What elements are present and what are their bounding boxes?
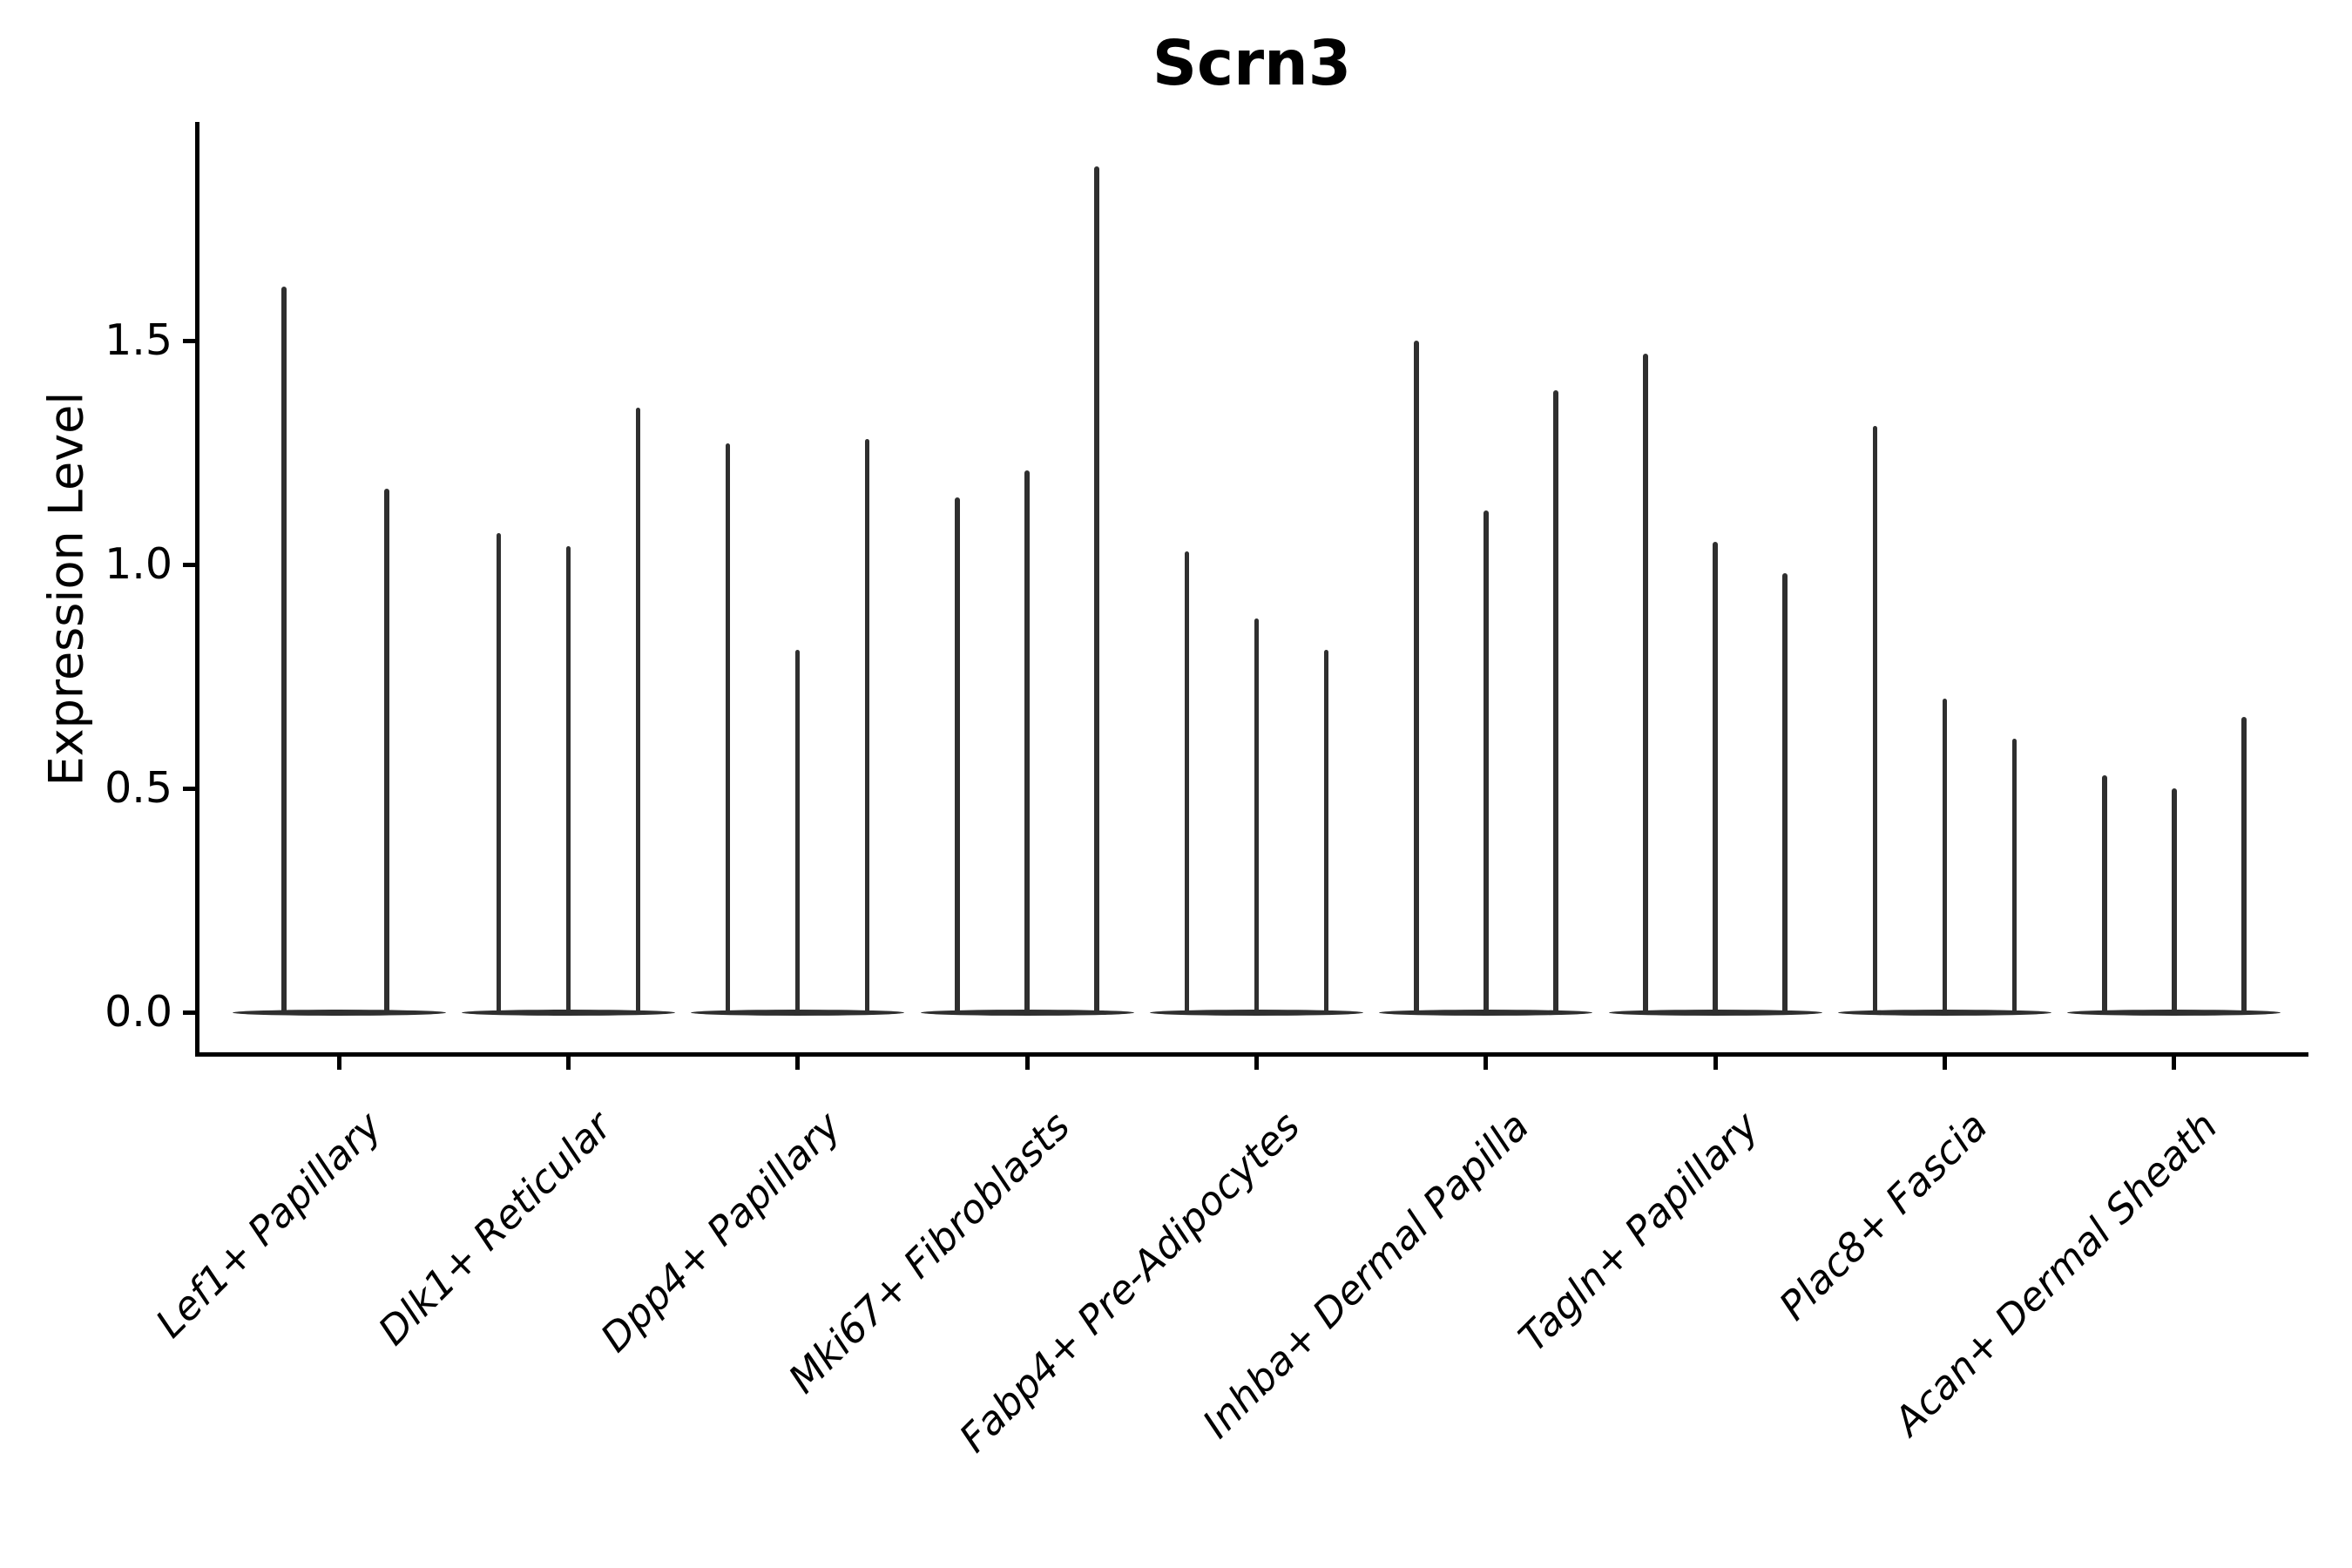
violin-spike <box>1782 573 1788 1012</box>
chart-title: Scrn3 <box>1152 27 1352 99</box>
violin-spike <box>281 287 287 1012</box>
violin-spike <box>864 439 870 1012</box>
x-tick-label: Dlk1+ Reticular <box>368 1103 620 1355</box>
violin-spike <box>1942 699 1948 1012</box>
violin-base <box>232 1009 446 1016</box>
violin-base <box>920 1009 1134 1016</box>
x-tick-label: Tagln+ Papillary <box>1509 1103 1767 1361</box>
x-axis-spine <box>195 1052 2308 1057</box>
x-tick-label: Lef1+ Papillary <box>146 1103 391 1347</box>
violin-spike <box>2011 739 2017 1012</box>
violin-spike <box>1643 354 1648 1012</box>
x-tick-mark <box>565 1054 571 1070</box>
y-tick-label: 1.5 <box>105 315 172 365</box>
y-tick-mark <box>183 562 196 567</box>
violin-spike <box>794 649 801 1012</box>
violin-base <box>1837 1009 2051 1016</box>
violin-spike <box>1414 341 1419 1012</box>
y-axis-spine <box>195 122 199 1057</box>
violin-base <box>1379 1009 1593 1016</box>
violin-spike <box>725 443 731 1012</box>
violin-spike <box>955 497 960 1012</box>
violin-base <box>1149 1009 1363 1016</box>
x-tick-mark <box>1484 1054 1489 1070</box>
violin-spike <box>2241 716 2247 1012</box>
x-tick-label: Dpp4+ Papillary <box>591 1103 850 1362</box>
violin-base <box>2067 1009 2281 1016</box>
x-tick-mark <box>1024 1054 1030 1070</box>
violin-spike <box>565 546 571 1012</box>
violin-spike <box>1872 425 1878 1012</box>
y-tick-label: 0.0 <box>105 987 172 1037</box>
y-axis-label: Expression Level <box>38 391 94 787</box>
y-tick-label: 1.0 <box>105 539 172 589</box>
x-tick-mark <box>795 1054 801 1070</box>
y-tick-label: 0.5 <box>105 763 172 813</box>
violin-spike <box>384 488 389 1012</box>
y-tick-mark <box>183 786 196 791</box>
violin-spike <box>1484 510 1489 1012</box>
violin-spike <box>496 533 502 1012</box>
x-tick-mark <box>2172 1054 2177 1070</box>
x-tick-label: Plac8+ Fascia <box>1770 1103 1997 1329</box>
violin-spike <box>1094 166 1099 1012</box>
violin-spike <box>1713 542 1718 1012</box>
x-tick-mark <box>336 1054 341 1070</box>
violin-spike <box>1184 551 1190 1012</box>
y-tick-mark <box>183 1010 196 1015</box>
violin-spike <box>2172 788 2177 1012</box>
violin-base <box>691 1009 905 1016</box>
violin-spike <box>2102 774 2107 1012</box>
violin-base <box>461 1009 675 1016</box>
violin-spike <box>1024 470 1030 1012</box>
x-tick-mark <box>1254 1054 1259 1070</box>
violin-spike <box>635 408 641 1012</box>
y-tick-mark <box>183 338 196 343</box>
violin-spike <box>1323 649 1329 1012</box>
violin-base <box>1608 1009 1822 1016</box>
x-tick-mark <box>1713 1054 1718 1070</box>
violin-spike <box>1553 389 1558 1012</box>
x-tick-mark <box>1942 1054 1947 1070</box>
violin-spike <box>1254 618 1260 1012</box>
